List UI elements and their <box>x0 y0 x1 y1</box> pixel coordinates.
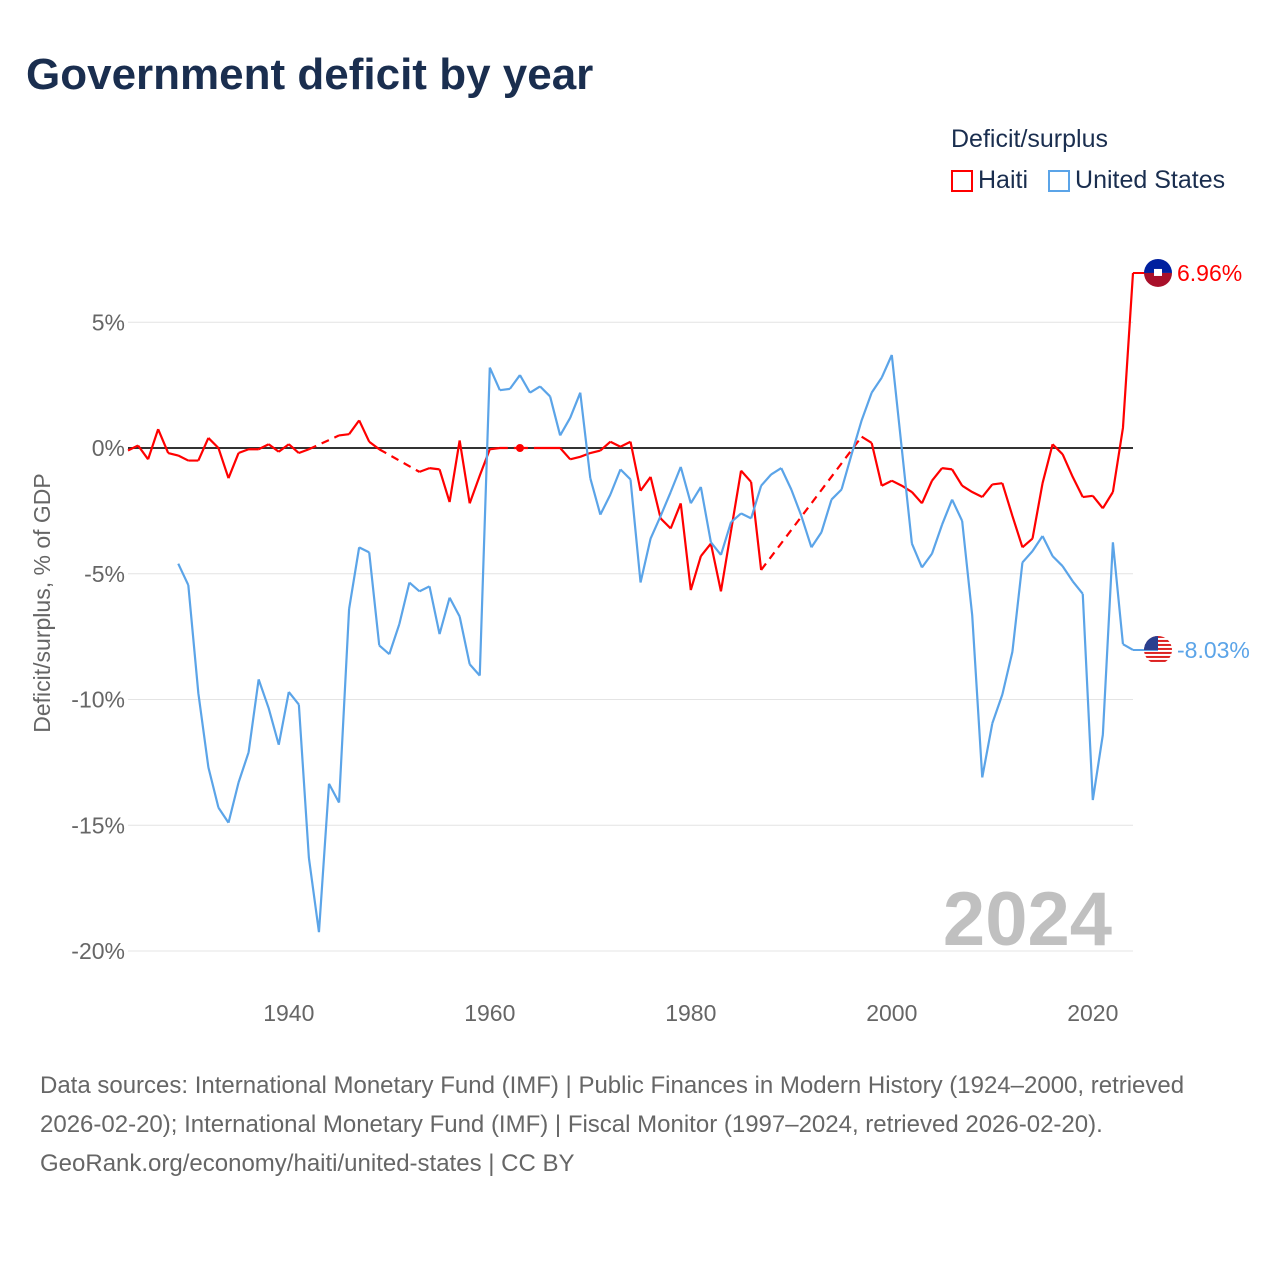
legend-swatch-haiti <box>951 169 973 192</box>
y-axis-label: Deficit/surplus, % of GDP <box>29 473 55 732</box>
legend-swatch-united-states <box>1048 169 1071 192</box>
y-tick-label: -5% <box>84 561 125 587</box>
footer: Data sources: International Monetary Fun… <box>40 1066 1240 1183</box>
y-tick-label: -15% <box>71 812 125 838</box>
x-tick-label: 2000 <box>866 1000 917 1026</box>
legend-title: Deficit/surplus <box>951 125 1108 153</box>
chart-title: Government deficit by year <box>26 50 594 99</box>
data-sources: Data sources: International Monetary Fun… <box>40 1072 1185 1138</box>
y-tick-label: 5% <box>92 309 125 335</box>
x-tick-label: 1940 <box>263 1000 314 1026</box>
credit-link[interactable]: GeoRank.org/economy/haiti/united-states … <box>40 1150 575 1177</box>
y-tick-label: 0% <box>92 435 125 461</box>
united-states-flag-icon <box>1144 635 1172 662</box>
x-tick-label: 1960 <box>464 1000 515 1026</box>
x-tick-label: 2020 <box>1067 1000 1118 1026</box>
united-states-line <box>177 354 1134 933</box>
haiti-flag-icon <box>1144 258 1172 287</box>
legend-item-haiti[interactable]: Haiti <box>951 166 1028 195</box>
legend-label: Haiti <box>978 166 1029 194</box>
x-tick-label: 1980 <box>665 1000 716 1026</box>
y-tick-label: -20% <box>71 938 125 964</box>
legend-item-united-states[interactable]: United States <box>1048 166 1225 195</box>
year-watermark: 2024 <box>943 877 1112 962</box>
legend: Haiti United States <box>951 166 1225 195</box>
haiti-end-label: 6.96% <box>1177 260 1242 286</box>
haiti-gap-line <box>308 434 863 571</box>
y-tick-label: -10% <box>71 687 125 713</box>
legend-label: United States <box>1075 166 1226 194</box>
united-states-end-label: -8.03% <box>1177 637 1250 663</box>
haiti-line <box>127 272 1135 592</box>
